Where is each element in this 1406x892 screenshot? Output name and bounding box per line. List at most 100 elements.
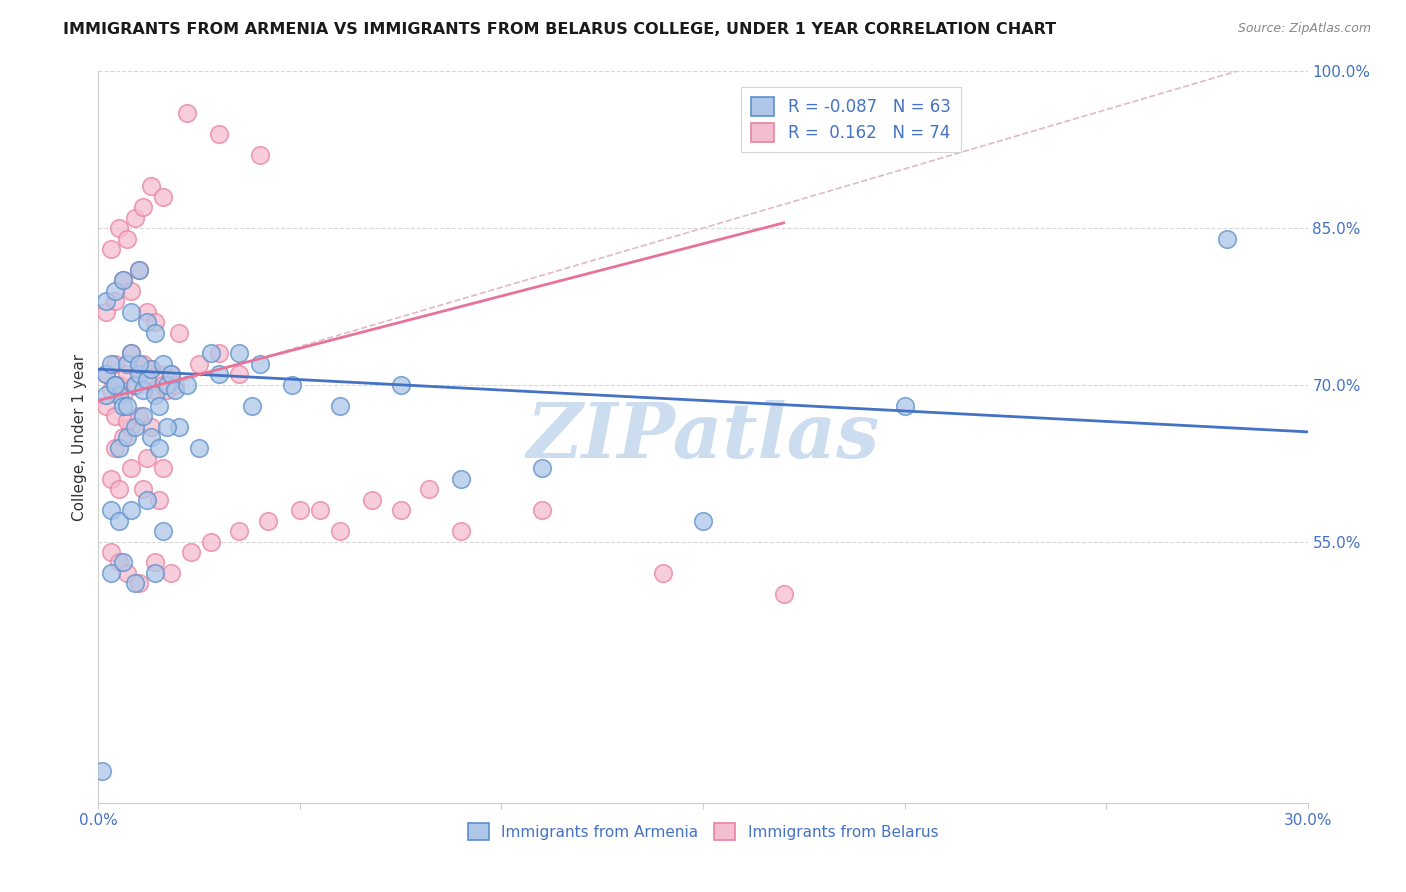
Point — [100, 242, 122, 256]
Point — [228, 524, 250, 538]
Point — [115, 357, 138, 371]
Point — [111, 556, 134, 570]
Point — [418, 483, 440, 497]
Point — [96, 399, 118, 413]
Point — [120, 503, 142, 517]
Point — [160, 368, 183, 382]
Point — [107, 377, 129, 392]
Point — [893, 399, 915, 413]
Point — [389, 503, 412, 517]
Text: ZIPatlas: ZIPatlas — [526, 401, 880, 474]
Point — [124, 377, 146, 392]
Point — [111, 273, 134, 287]
Point — [120, 284, 142, 298]
Point — [96, 388, 118, 402]
Point — [651, 566, 673, 580]
Point — [188, 441, 211, 455]
Point — [167, 326, 190, 340]
Point — [152, 357, 174, 371]
Point — [152, 461, 174, 475]
Point — [115, 566, 138, 580]
Point — [176, 377, 198, 392]
Point — [309, 503, 332, 517]
Point — [288, 503, 311, 517]
Point — [115, 231, 138, 245]
Point — [256, 514, 278, 528]
Point — [389, 377, 412, 392]
Point — [1216, 231, 1239, 245]
Point — [103, 294, 125, 309]
Point — [120, 346, 142, 360]
Point — [163, 377, 186, 392]
Point — [148, 492, 170, 507]
Point — [100, 503, 122, 517]
Point — [160, 566, 183, 580]
Point — [96, 368, 118, 382]
Point — [135, 304, 157, 318]
Text: IMMIGRANTS FROM ARMENIA VS IMMIGRANTS FROM BELARUS COLLEGE, UNDER 1 YEAR CORRELA: IMMIGRANTS FROM ARMENIA VS IMMIGRANTS FR… — [63, 22, 1056, 37]
Point — [128, 263, 150, 277]
Point — [167, 419, 190, 434]
Point — [143, 566, 166, 580]
Point — [450, 472, 472, 486]
Point — [128, 409, 150, 424]
Point — [208, 368, 231, 382]
Point — [132, 483, 155, 497]
Point — [120, 346, 142, 360]
Point — [530, 503, 553, 517]
Point — [115, 414, 138, 428]
Point — [132, 383, 155, 397]
Point — [100, 545, 122, 559]
Point — [135, 315, 157, 329]
Point — [135, 373, 157, 387]
Point — [139, 362, 162, 376]
Point — [100, 357, 122, 371]
Point — [124, 211, 146, 225]
Point — [361, 492, 384, 507]
Point — [139, 362, 162, 376]
Point — [100, 566, 122, 580]
Point — [135, 450, 157, 465]
Point — [128, 368, 150, 382]
Point — [200, 346, 222, 360]
Point — [139, 419, 162, 434]
Point — [148, 368, 170, 382]
Point — [160, 368, 183, 382]
Text: Source: ZipAtlas.com: Source: ZipAtlas.com — [1237, 22, 1371, 36]
Point — [120, 304, 142, 318]
Point — [530, 461, 553, 475]
Point — [111, 430, 134, 444]
Point — [176, 106, 198, 120]
Point — [107, 221, 129, 235]
Point — [135, 373, 157, 387]
Point — [120, 419, 142, 434]
Point — [156, 419, 179, 434]
Point — [228, 368, 250, 382]
Point — [152, 377, 174, 392]
Point — [115, 430, 138, 444]
Point — [240, 399, 263, 413]
Point — [188, 357, 211, 371]
Point — [124, 377, 146, 392]
Point — [132, 200, 155, 214]
Point — [115, 368, 138, 382]
Point — [249, 148, 271, 162]
Point — [124, 419, 146, 434]
Point — [120, 461, 142, 475]
Point — [96, 304, 118, 318]
Point — [208, 127, 231, 141]
Point — [103, 377, 125, 392]
Point — [107, 556, 129, 570]
Point — [156, 377, 179, 392]
Point — [103, 409, 125, 424]
Point — [115, 399, 138, 413]
Point — [329, 399, 352, 413]
Point — [143, 388, 166, 402]
Point — [128, 576, 150, 591]
Point — [107, 441, 129, 455]
Point — [103, 377, 125, 392]
Point — [111, 388, 134, 402]
Point — [132, 357, 155, 371]
Point — [107, 514, 129, 528]
Point — [135, 492, 157, 507]
